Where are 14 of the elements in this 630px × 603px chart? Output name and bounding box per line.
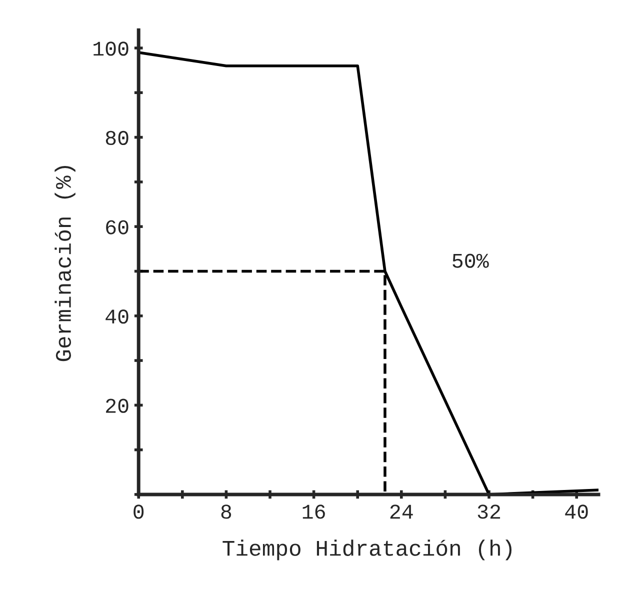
x-tick-label: 40 [565, 504, 588, 519]
x-tick-label: 16 [302, 504, 325, 519]
y-tick-label: 40 [106, 309, 128, 324]
annotation: 50% [452, 254, 489, 268]
x-axis-title: Tiempo Hidratación (h) [222, 540, 512, 560]
y-tick-label: 80 [106, 130, 128, 146]
x-tick-label: 24 [390, 504, 413, 519]
x-tick-label: 0 [134, 504, 144, 519]
x-tick-label: 8 [221, 504, 232, 519]
y-tick-label: 60 [106, 220, 128, 234]
y-axis-title: Germinación (%) [54, 166, 76, 362]
y-tick-label: 100 [94, 42, 128, 56]
y-tick-label: 20 [106, 398, 128, 413]
x-tick-label: 32 [478, 504, 500, 519]
